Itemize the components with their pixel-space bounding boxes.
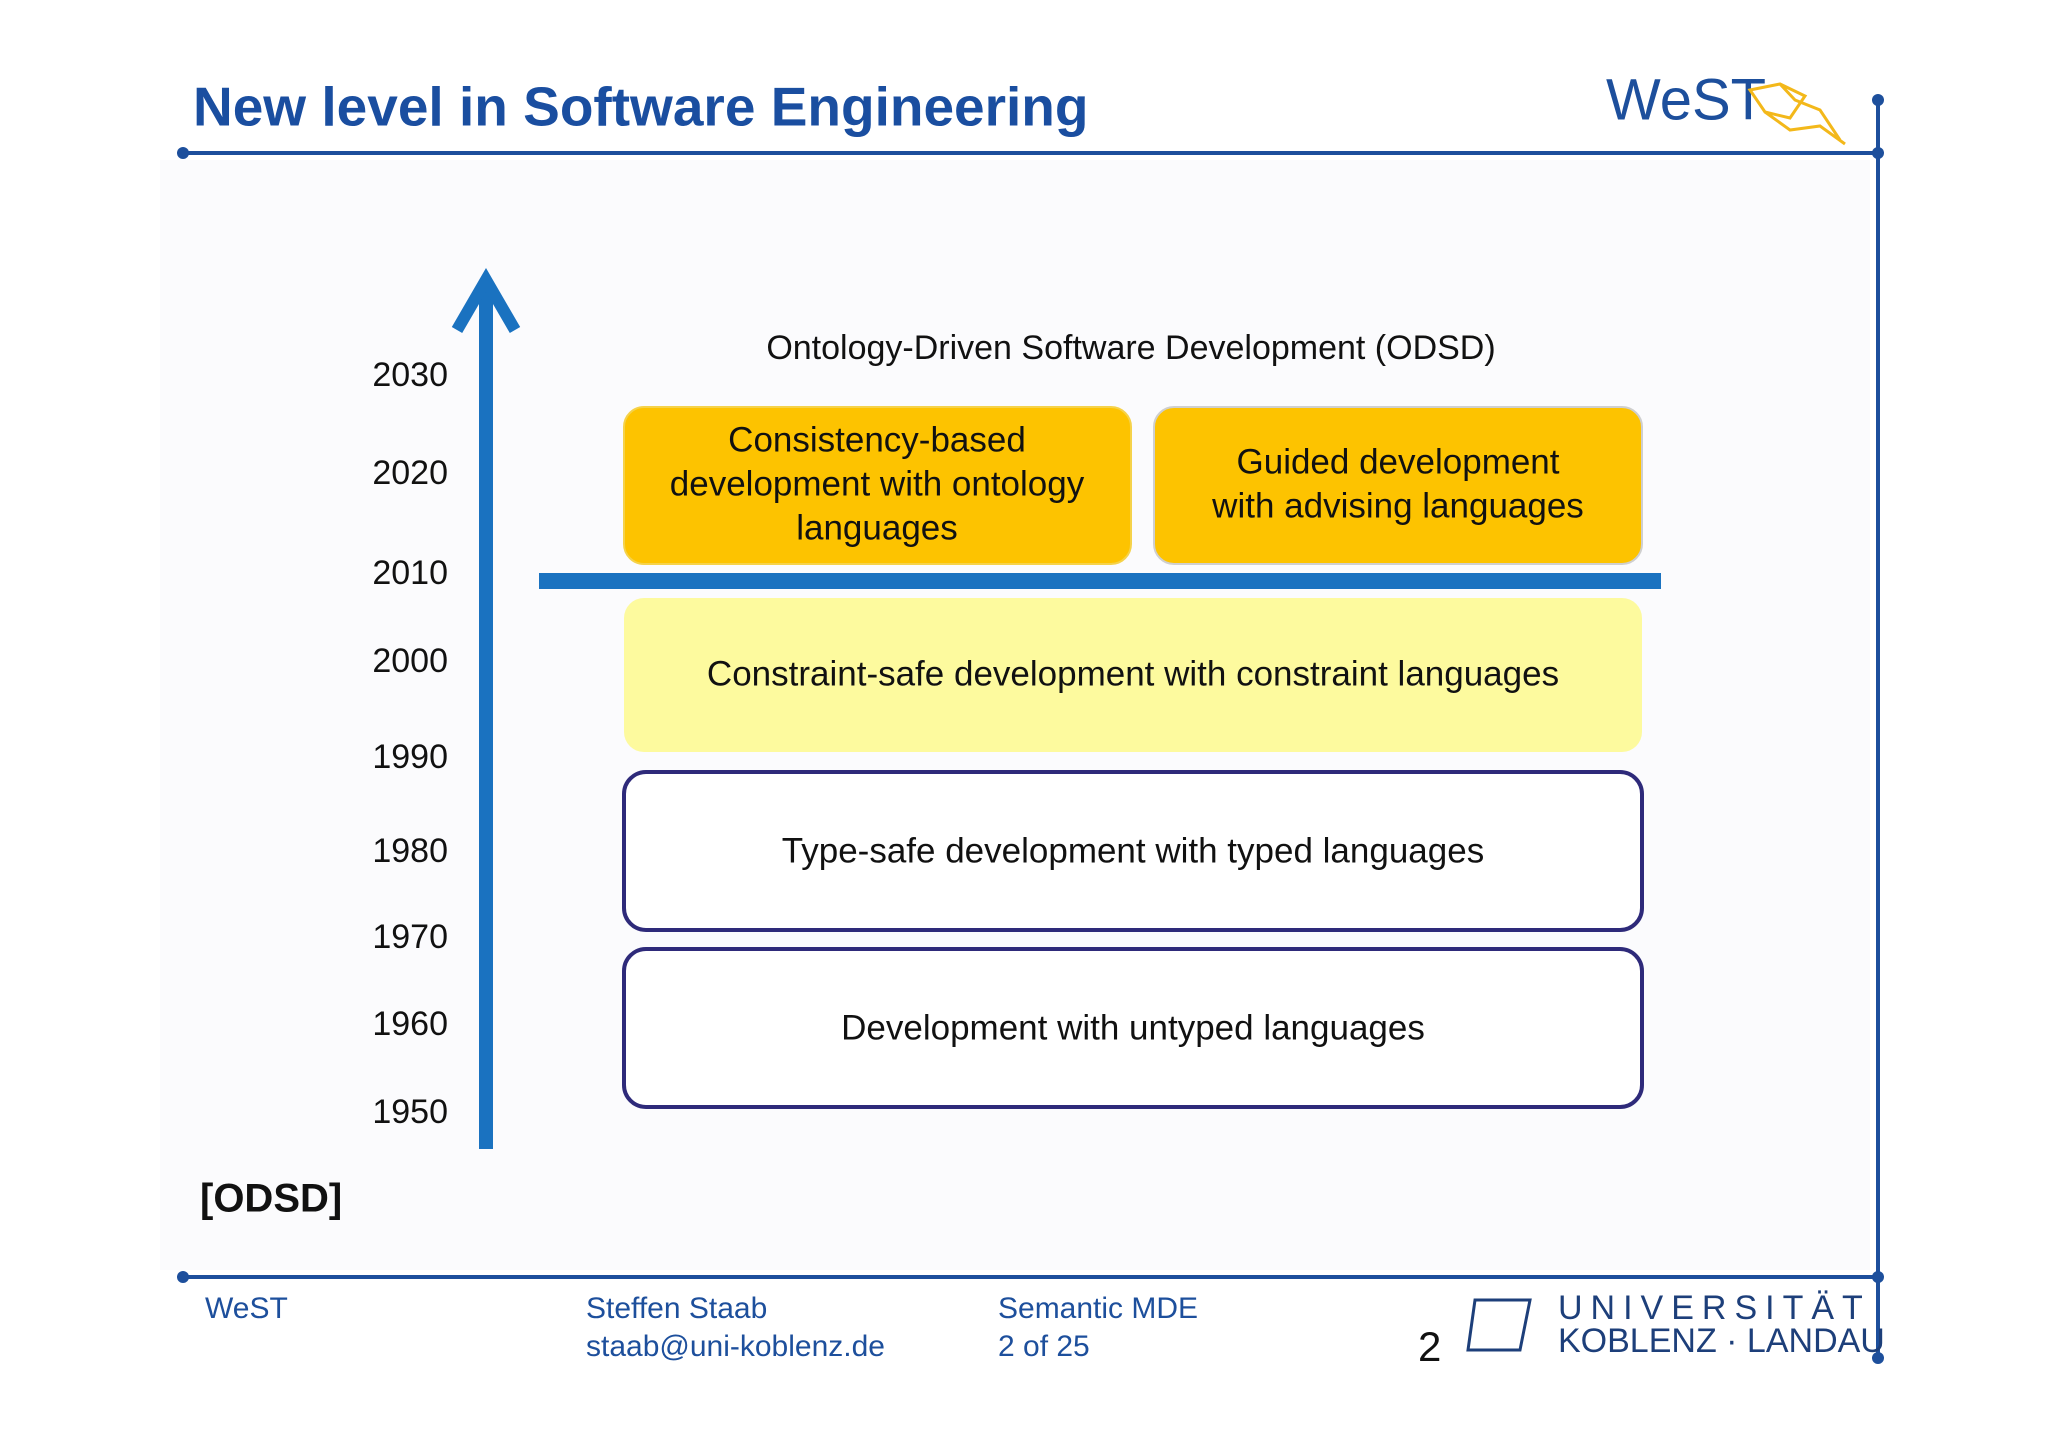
logo: WeST [1606, 67, 1766, 132]
footer-group: WeST [205, 1292, 288, 1325]
page-number: 2 [1418, 1323, 1441, 1370]
year-label: 1950 [372, 1093, 448, 1131]
box-label: Development with untyped languages [841, 1008, 1425, 1047]
year-label: 2010 [372, 554, 448, 592]
logo-net [1747, 82, 1846, 146]
divider [539, 573, 1661, 589]
year-label: 1970 [372, 918, 448, 956]
university-emblem [1466, 1298, 1532, 1352]
box [1153, 406, 1643, 565]
box-label: Guided development [1237, 442, 1560, 481]
footer-email: staab@uni-koblenz.de [586, 1330, 885, 1363]
year-label: 2000 [372, 642, 448, 680]
university-line: KOBLENZ · LANDAU [1558, 1322, 1885, 1360]
box-label: with advising languages [1211, 486, 1584, 525]
box-label: Constraint-safe development with constra… [707, 654, 1559, 693]
box-texts: Consistency-based development with ontolo… [670, 420, 1584, 1047]
year-labels: 2030 2020 2010 2000 1990 1980 1970 1960 1950 [372, 356, 448, 1131]
box-label: Consistency-based [728, 420, 1026, 459]
university-line: UNIVERSITÄT [1558, 1289, 1871, 1327]
year-label: 2020 [372, 454, 448, 492]
box [624, 598, 1642, 752]
footer-talk: Semantic MDE [998, 1292, 1198, 1325]
year-label: 1990 [372, 738, 448, 776]
diagram-heading: Ontology-Driven Software Development (OD… [766, 329, 1495, 367]
year-label: 2030 [372, 356, 448, 394]
year-label: 1980 [372, 832, 448, 870]
reference: [ODSD] [200, 1177, 342, 1221]
frame [177, 94, 1884, 1364]
box [622, 770, 1644, 932]
box-label: development with ontology [670, 464, 1085, 503]
box [623, 406, 1132, 565]
year-label: 1960 [372, 1005, 448, 1043]
title: New level in Software Engineering [193, 76, 1089, 138]
box-label: languages [796, 508, 958, 547]
footer-author: Steffen Staab [586, 1292, 767, 1325]
footer-pages: 2 of 25 [998, 1330, 1090, 1363]
time-arrow [451, 268, 521, 1149]
box [622, 947, 1644, 1109]
box-label: Type-safe development with typed languag… [782, 831, 1484, 870]
footer: WeST Steffen Staab staab@uni-koblenz.de … [205, 1289, 1885, 1370]
